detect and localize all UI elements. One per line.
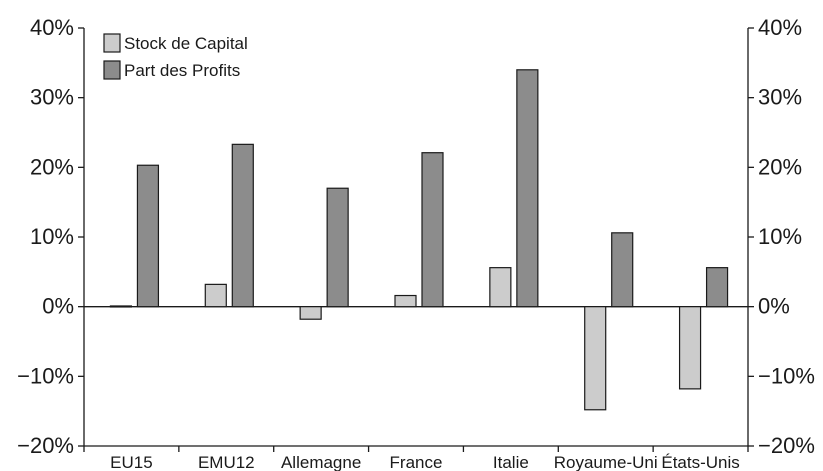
left-y-tick-label: −20% [17,433,74,458]
legend-swatch [103,60,121,80]
right-y-tick-label: 40% [758,15,802,40]
right-y-tick-label: −20% [758,433,815,458]
left-y-tick-label: 40% [30,15,74,40]
x-category-label: Allemagne [281,453,361,471]
bar-part-des-profits [611,232,634,308]
legend-swatch [103,33,121,53]
x-category-label: Royaume-Uni [554,453,658,471]
legend: Stock de Capital Part des Profits [103,33,248,80]
x-category-label: États-Unis [661,453,739,471]
bar-stock-de-capital [584,306,607,411]
right-y-tick-label: −10% [758,363,815,388]
left-y-tick-label: −10% [17,363,74,388]
x-category-label: EU15 [110,453,153,471]
legend-label: Stock de Capital [124,34,248,53]
x-category-label: Italie [493,453,529,471]
labels: −20% −20% −10% −10% 0% 0% 10% 10% 20% 20% 30% 30% 40… [17,15,815,471]
axes [78,27,754,452]
legend-label: Part des Profits [124,61,240,80]
right-y-tick-label: 30% [758,85,802,110]
right-y-tick-label: 10% [758,224,802,249]
right-y-tick-label: 20% [758,154,802,179]
left-y-tick-label: 20% [30,154,74,179]
bar-part-des-profits [421,152,444,308]
left-y-tick-label: 10% [30,224,74,249]
bar-part-des-profits [705,267,729,308]
x-category-label: EMU12 [198,453,255,471]
right-y-tick-label: 0% [758,294,790,319]
bar-stock-de-capital [204,283,227,308]
bar-part-des-profits [231,143,254,308]
bar-stock-de-capital [394,294,417,308]
bar-stock-de-capital [489,267,512,308]
bar-stock-de-capital [299,306,322,320]
bar-stock-de-capital [678,306,702,390]
bar-part-des-profits [136,164,160,308]
left-y-tick-label: 30% [30,85,74,110]
left-y-tick-label: 0% [42,294,74,319]
bar-part-des-profits [326,187,349,308]
bars [109,69,729,411]
x-category-label: France [390,453,443,471]
bar-part-des-profits [516,69,539,308]
bar-stock-de-capital [109,305,133,308]
